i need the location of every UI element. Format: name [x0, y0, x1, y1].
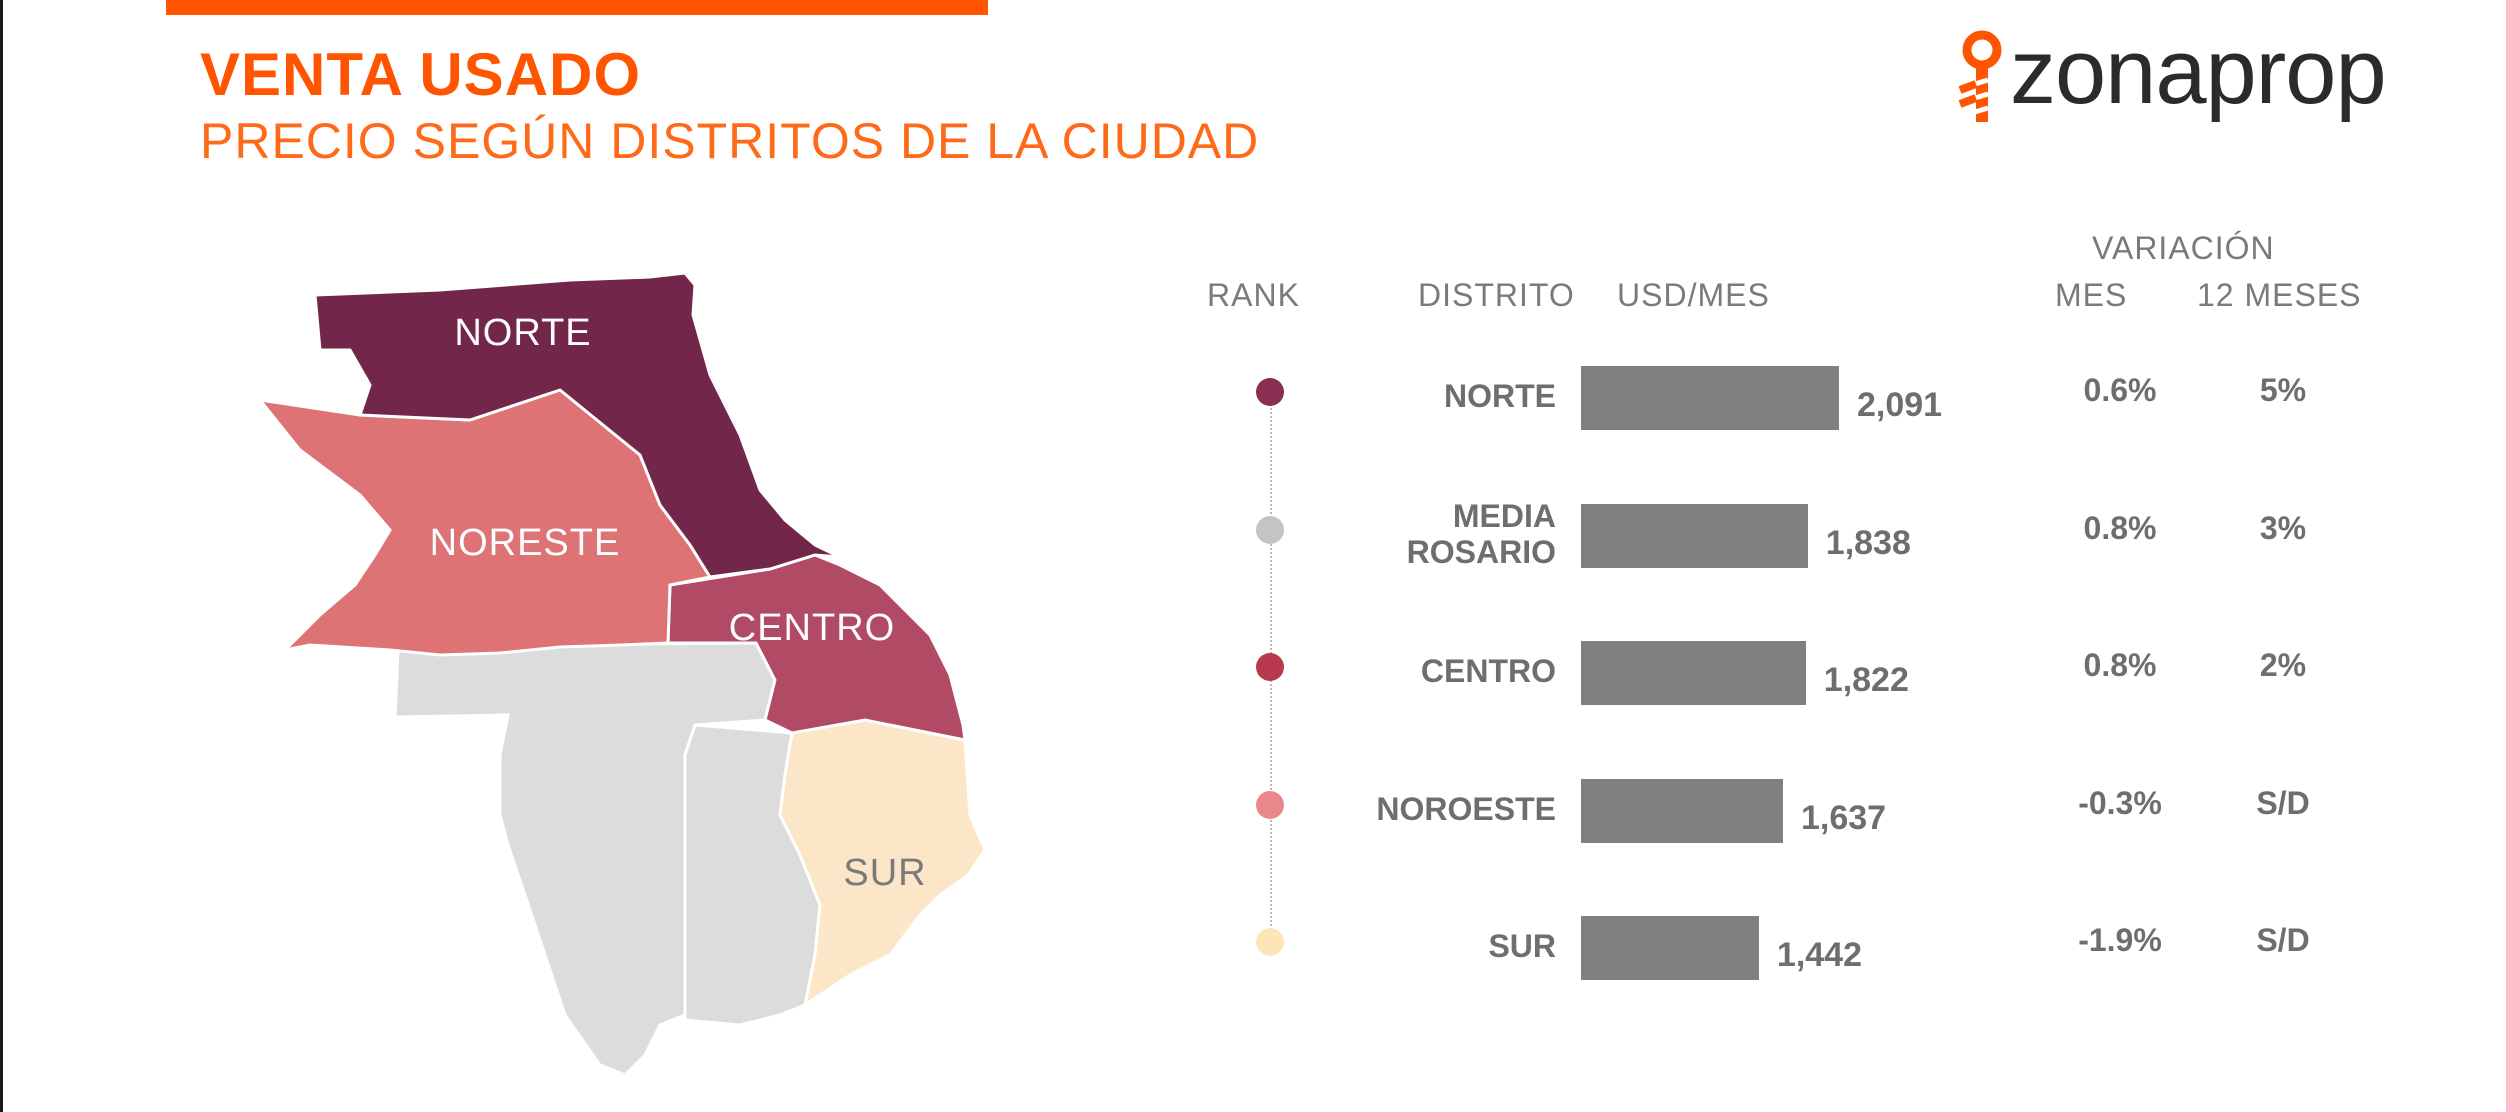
bar-value-label: 2,091 — [1857, 386, 1943, 424]
variation-12-months: 5% — [2259, 372, 2307, 408]
rank-dot — [1256, 515, 1284, 544]
map-label-noroeste: NORESTE — [430, 522, 621, 564]
bar — [1581, 778, 1783, 843]
bar — [1581, 366, 1839, 430]
district-name: CENTRO — [1316, 653, 1556, 689]
variation-12-months: 3% — [2259, 509, 2307, 546]
district-name-line: ROSARIO — [1406, 533, 1556, 570]
district-name-line: MEDIA — [1452, 497, 1556, 534]
bar — [1581, 916, 1759, 980]
header-district: DISTRITO — [1418, 277, 1575, 313]
page-subtitle: PRECIO SEGÚN DISTRITOS DE LA CIUDAD — [200, 113, 1260, 169]
bar — [1581, 503, 1808, 568]
page-title: VENTA USADO — [200, 41, 642, 108]
map-label-sur: SUR — [843, 852, 926, 894]
district-name-line: SUR — [1488, 928, 1556, 964]
map-label-centro: CENTRO — [729, 607, 895, 649]
variation-month: 0.6% — [2083, 372, 2157, 408]
variation-12-months: S/D — [2256, 784, 2310, 821]
district-norte — [313, 271, 841, 579]
logo-wordmark: zonaprop — [2010, 21, 2387, 123]
zonaprop-logo: zonaprop — [1952, 21, 2422, 138]
header-variation: VARIACIÓN — [2092, 230, 2275, 266]
bar-value-label: 1,822 — [1823, 661, 1909, 699]
variation-month: -1.9% — [2078, 922, 2162, 958]
key-icon — [1958, 30, 2002, 122]
bar-value-label: 1,838 — [1825, 523, 1911, 562]
variation-12-months: S/D — [2256, 922, 2310, 958]
district-name-line: NORTE — [1444, 378, 1556, 414]
district-name: MEDIA ROSARIO — [1316, 498, 1556, 570]
district-name: NORTE — [1316, 378, 1556, 414]
district-name: NOROESTE — [1316, 791, 1556, 827]
variation-month: 0.8% — [2083, 509, 2157, 546]
district-centro — [666, 553, 967, 742]
bar-value-label: 1,637 — [1800, 798, 1887, 837]
rank-dot — [1256, 378, 1284, 406]
bar — [1581, 641, 1806, 705]
district-sur — [778, 718, 987, 1009]
variation-12-months: 2% — [2259, 647, 2307, 683]
map-label-norte: NORTE — [454, 312, 591, 354]
header-rank: RANK — [1207, 277, 1300, 313]
bar-value-label: 1,442 — [1776, 936, 1863, 974]
district-map: NORTE NORESTE CENTRO SUR — [256, 271, 987, 1077]
variation-month: -0.3% — [2078, 784, 2162, 821]
district-name: SUR — [1316, 928, 1556, 964]
window-left-border — [0, 0, 3, 1112]
rank-dot — [1256, 928, 1284, 956]
rank-dot — [1256, 653, 1284, 681]
accent-top-bar — [166, 0, 988, 15]
district-name-line: NOROESTE — [1376, 790, 1556, 827]
header-usd: USD/MES — [1617, 277, 1770, 313]
rank-dot — [1256, 790, 1284, 819]
district-name-line: CENTRO — [1420, 653, 1556, 689]
variation-month: 0.8% — [2083, 647, 2157, 683]
header-month: MES — [2055, 277, 2128, 313]
header-12-months: 12 MESES — [2197, 277, 2362, 313]
district-oeste — [393, 641, 777, 1077]
